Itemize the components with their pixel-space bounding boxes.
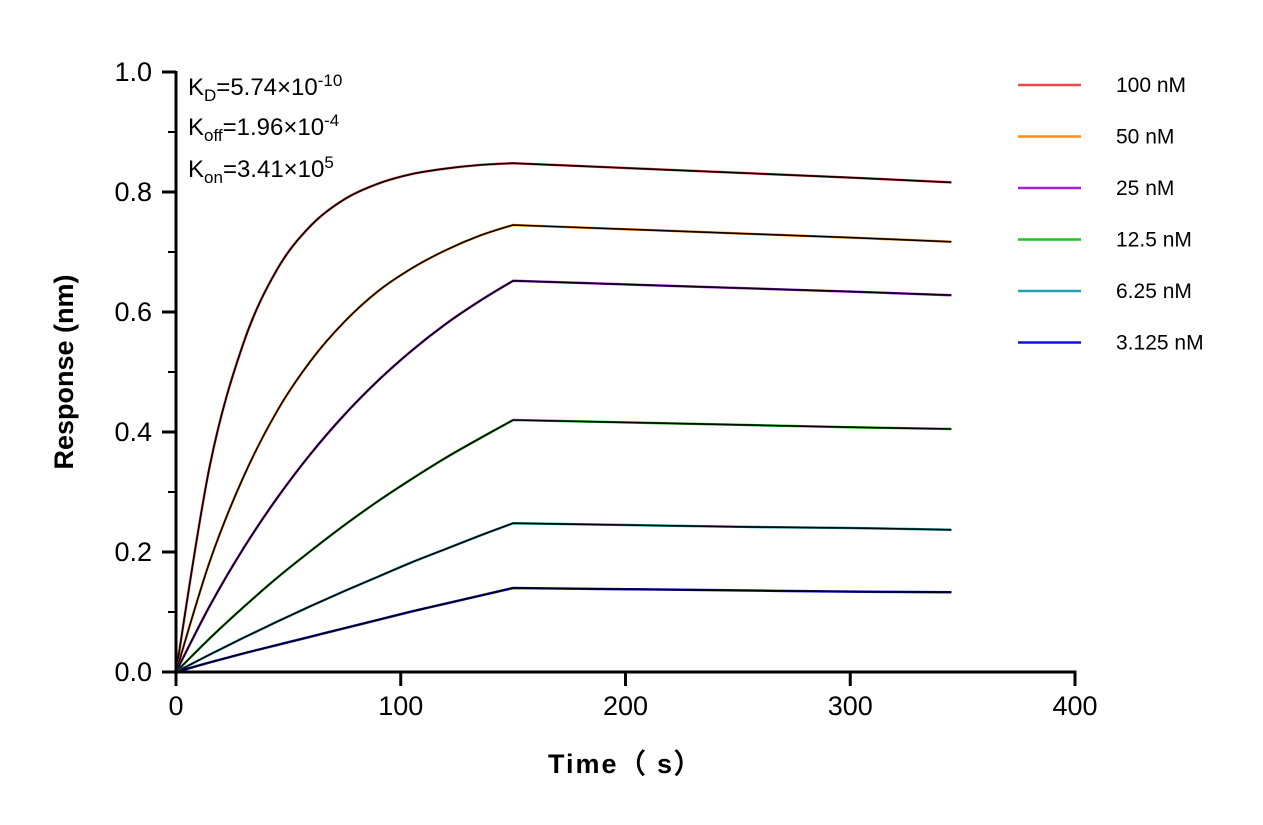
legend-label-3: 12.5 nM — [1116, 229, 1192, 252]
fit-line-0 — [175, 162, 952, 673]
fit-line-5 — [175, 587, 952, 673]
y-tick-label-2: 0.4 — [114, 417, 152, 447]
koff-annotation: Koff=1.96×10-4 — [188, 112, 339, 144]
legend-label-2: 25 nM — [1116, 177, 1174, 200]
kd-sub: D — [204, 85, 217, 105]
x-axis-label: Time（ s） — [548, 749, 703, 779]
x-tick-label-2: 200 — [603, 691, 648, 721]
kon-sub: on — [204, 167, 223, 187]
kd-value: =5.74×10 — [216, 74, 318, 101]
fit-line-1 — [175, 224, 952, 673]
legend-label-4: 6.25 nM — [1116, 280, 1192, 303]
legend-label-1: 50 nM — [1116, 126, 1174, 149]
fit-line-3 — [175, 419, 952, 673]
x-tick-label-0: 0 — [168, 691, 183, 721]
fit-line-2 — [175, 279, 952, 673]
kon-value: =3.41×10 — [222, 156, 325, 183]
kon-annotation: Kon=3.41×105 — [188, 154, 334, 186]
legend-label-5: 3.125 nM — [1116, 332, 1204, 355]
koff-label: K — [188, 114, 205, 141]
x-tick-label-1: 100 — [378, 691, 423, 721]
series-line-3 — [175, 418, 952, 673]
kd-label: K — [188, 74, 205, 101]
y-axis-label: Response (nm) — [49, 274, 79, 469]
series-line-5 — [175, 586, 952, 674]
koff-exp: -4 — [324, 111, 340, 130]
x-tick-label-4: 400 — [1052, 691, 1097, 721]
kon-exp: 5 — [324, 153, 334, 172]
y-tick-label-4: 0.8 — [114, 177, 152, 207]
y-tick-label-0: 0.0 — [114, 657, 152, 687]
kd-exp: -10 — [317, 71, 343, 90]
kd-annotation: KD=5.74×10-10 — [188, 72, 342, 104]
y-tick-label-3: 0.6 — [114, 297, 152, 327]
kon-label: K — [188, 156, 205, 183]
koff-sub: off — [204, 125, 223, 145]
series-line-0 — [174, 161, 952, 673]
koff-value: =1.96×10 — [222, 114, 325, 141]
y-tick-label-5: 1.0 — [114, 57, 152, 87]
series-line-4 — [175, 521, 952, 674]
y-tick-label-1: 0.2 — [114, 537, 152, 567]
fit-line-4 — [175, 522, 952, 673]
legend-label-0: 100 nM — [1116, 74, 1186, 97]
x-tick-label-3: 300 — [828, 691, 873, 721]
